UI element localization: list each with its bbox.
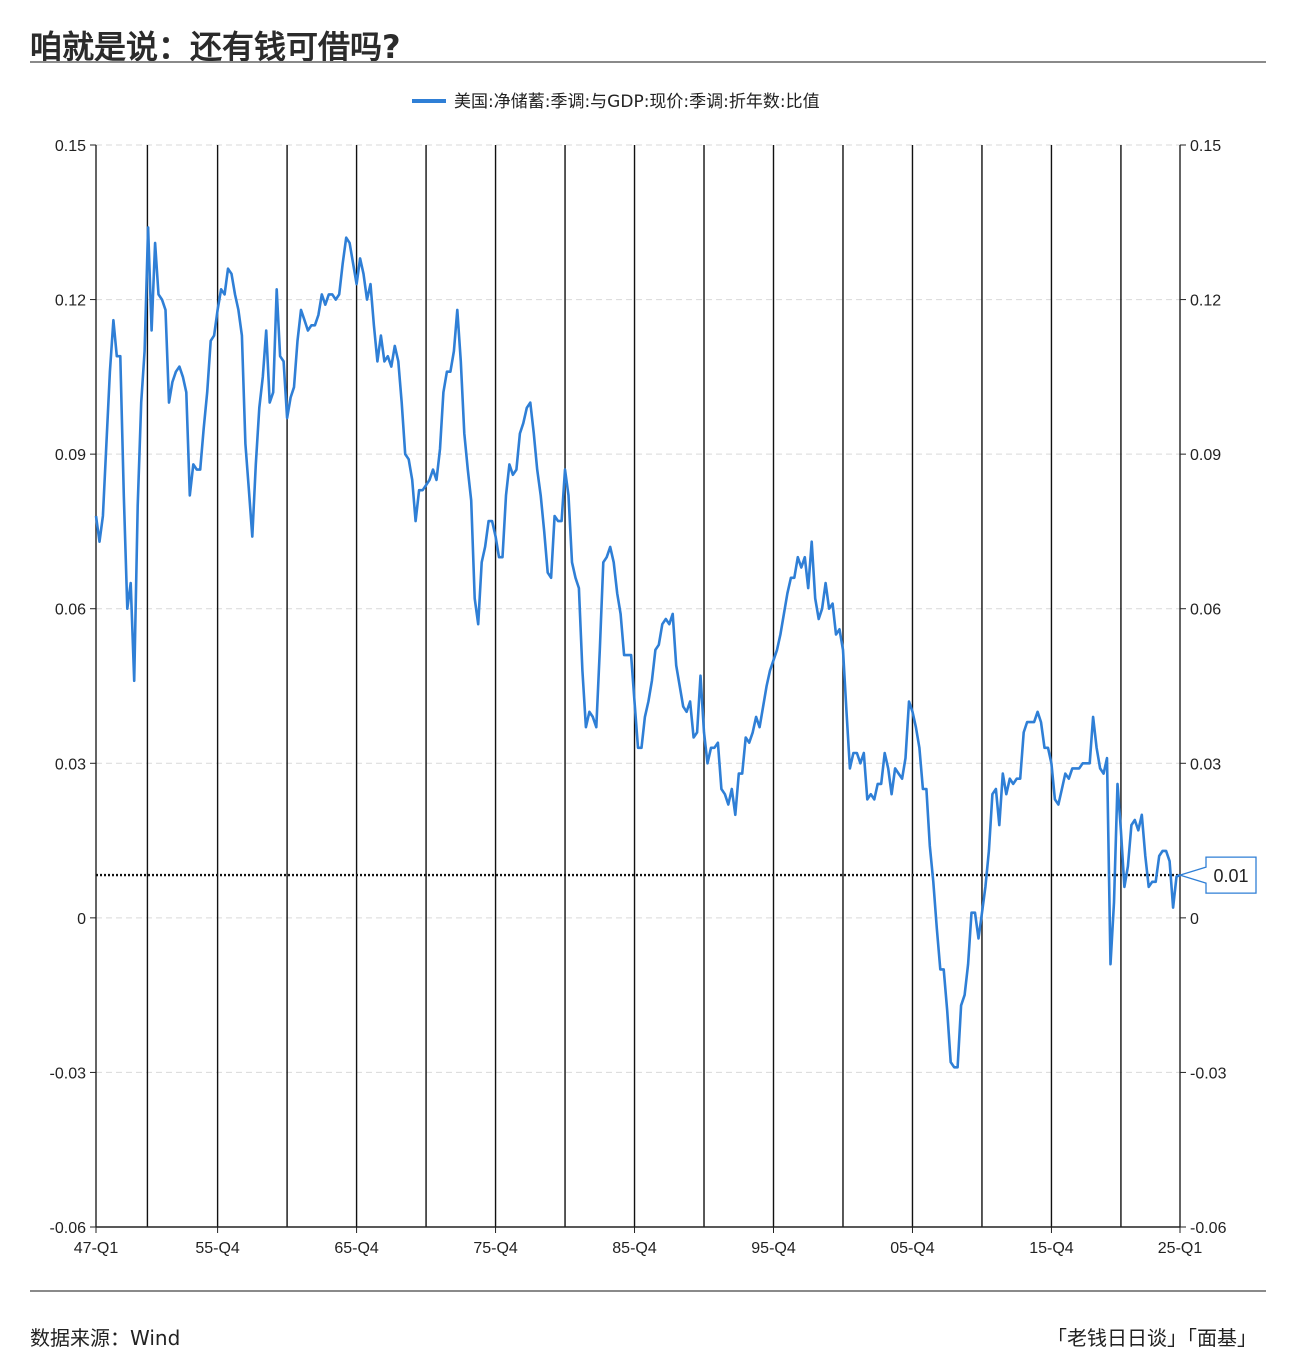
- title-divider: [30, 61, 1266, 63]
- x-tick-label: 25-Q1: [1158, 1240, 1203, 1257]
- x-tick-label: 15-Q4: [1029, 1240, 1074, 1257]
- y-tick-label-left: -0.06: [50, 1220, 87, 1237]
- y-tick-label-left: 0.03: [55, 756, 86, 773]
- y-tick-label-right: 0.15: [1190, 138, 1221, 155]
- y-tick-label-right: -0.03: [1190, 1065, 1227, 1082]
- x-tick-label: 05-Q4: [890, 1240, 935, 1257]
- y-tick-label-left: 0.06: [55, 602, 86, 619]
- y-tick-label-right: 0.09: [1190, 447, 1221, 464]
- vertical-bars: [146, 145, 1122, 1227]
- last-value-label: 0.01: [1213, 866, 1248, 886]
- callout-box: [1177, 856, 1257, 894]
- page-title: 咱就是说：还有钱可借吗?: [30, 28, 401, 66]
- y-tick-label-left: -0.03: [50, 1065, 87, 1082]
- series-line: [94, 226, 1181, 1069]
- series-group: [94, 226, 1181, 1069]
- data-source: 数据来源：Wind: [30, 1326, 181, 1350]
- legend: 美国:净储蓄:季调:与GDP:现价:季调:折年数:比值: [412, 92, 820, 112]
- gridlines: [96, 144, 1180, 1073]
- axes: [95, 145, 1181, 1228]
- y-axis-right: 0.15 0.12 0.09 0.06 0.03 0 -0.03 -0.06: [1180, 138, 1227, 1237]
- x-tick-label: 85-Q4: [612, 1240, 657, 1257]
- y-tick-label-left: 0.09: [55, 447, 86, 464]
- y-tick-label-right: 0.03: [1190, 756, 1221, 773]
- y-tick-label-right: 0: [1190, 911, 1199, 928]
- y-tick-label-right: -0.06: [1190, 1220, 1227, 1237]
- y-tick-label-left: 0.12: [55, 293, 86, 310]
- x-tick-label: 75-Q4: [473, 1240, 518, 1257]
- x-tick-label: 95-Q4: [751, 1240, 796, 1257]
- y-tick-label-left: 0.15: [55, 138, 86, 155]
- x-tick-label: 47-Q1: [74, 1240, 119, 1257]
- last-value-callout: 0.01: [1177, 856, 1257, 894]
- legend-label: 美国:净储蓄:季调:与GDP:现价:季调:折年数:比值: [454, 92, 820, 112]
- x-tick-label: 55-Q4: [195, 1240, 240, 1257]
- brand-credit: 「老钱日日谈」「面基」: [1047, 1326, 1257, 1350]
- x-tick-label: 65-Q4: [334, 1240, 379, 1257]
- x-axis: 47-Q1 55-Q4 65-Q4 75-Q4 85-Q4 95-Q4 05-Q4 15-Q4…: [74, 1227, 1203, 1257]
- y-tick-label-left: 0: [77, 911, 86, 928]
- y-tick-label-right: 0.12: [1190, 293, 1221, 310]
- footer-divider: [30, 1290, 1266, 1292]
- y-axis-left: 0.15 0.12 0.09 0.06 0.03 0 -0.03 -0.06: [50, 138, 96, 1237]
- y-tick-label-right: 0.06: [1190, 602, 1221, 619]
